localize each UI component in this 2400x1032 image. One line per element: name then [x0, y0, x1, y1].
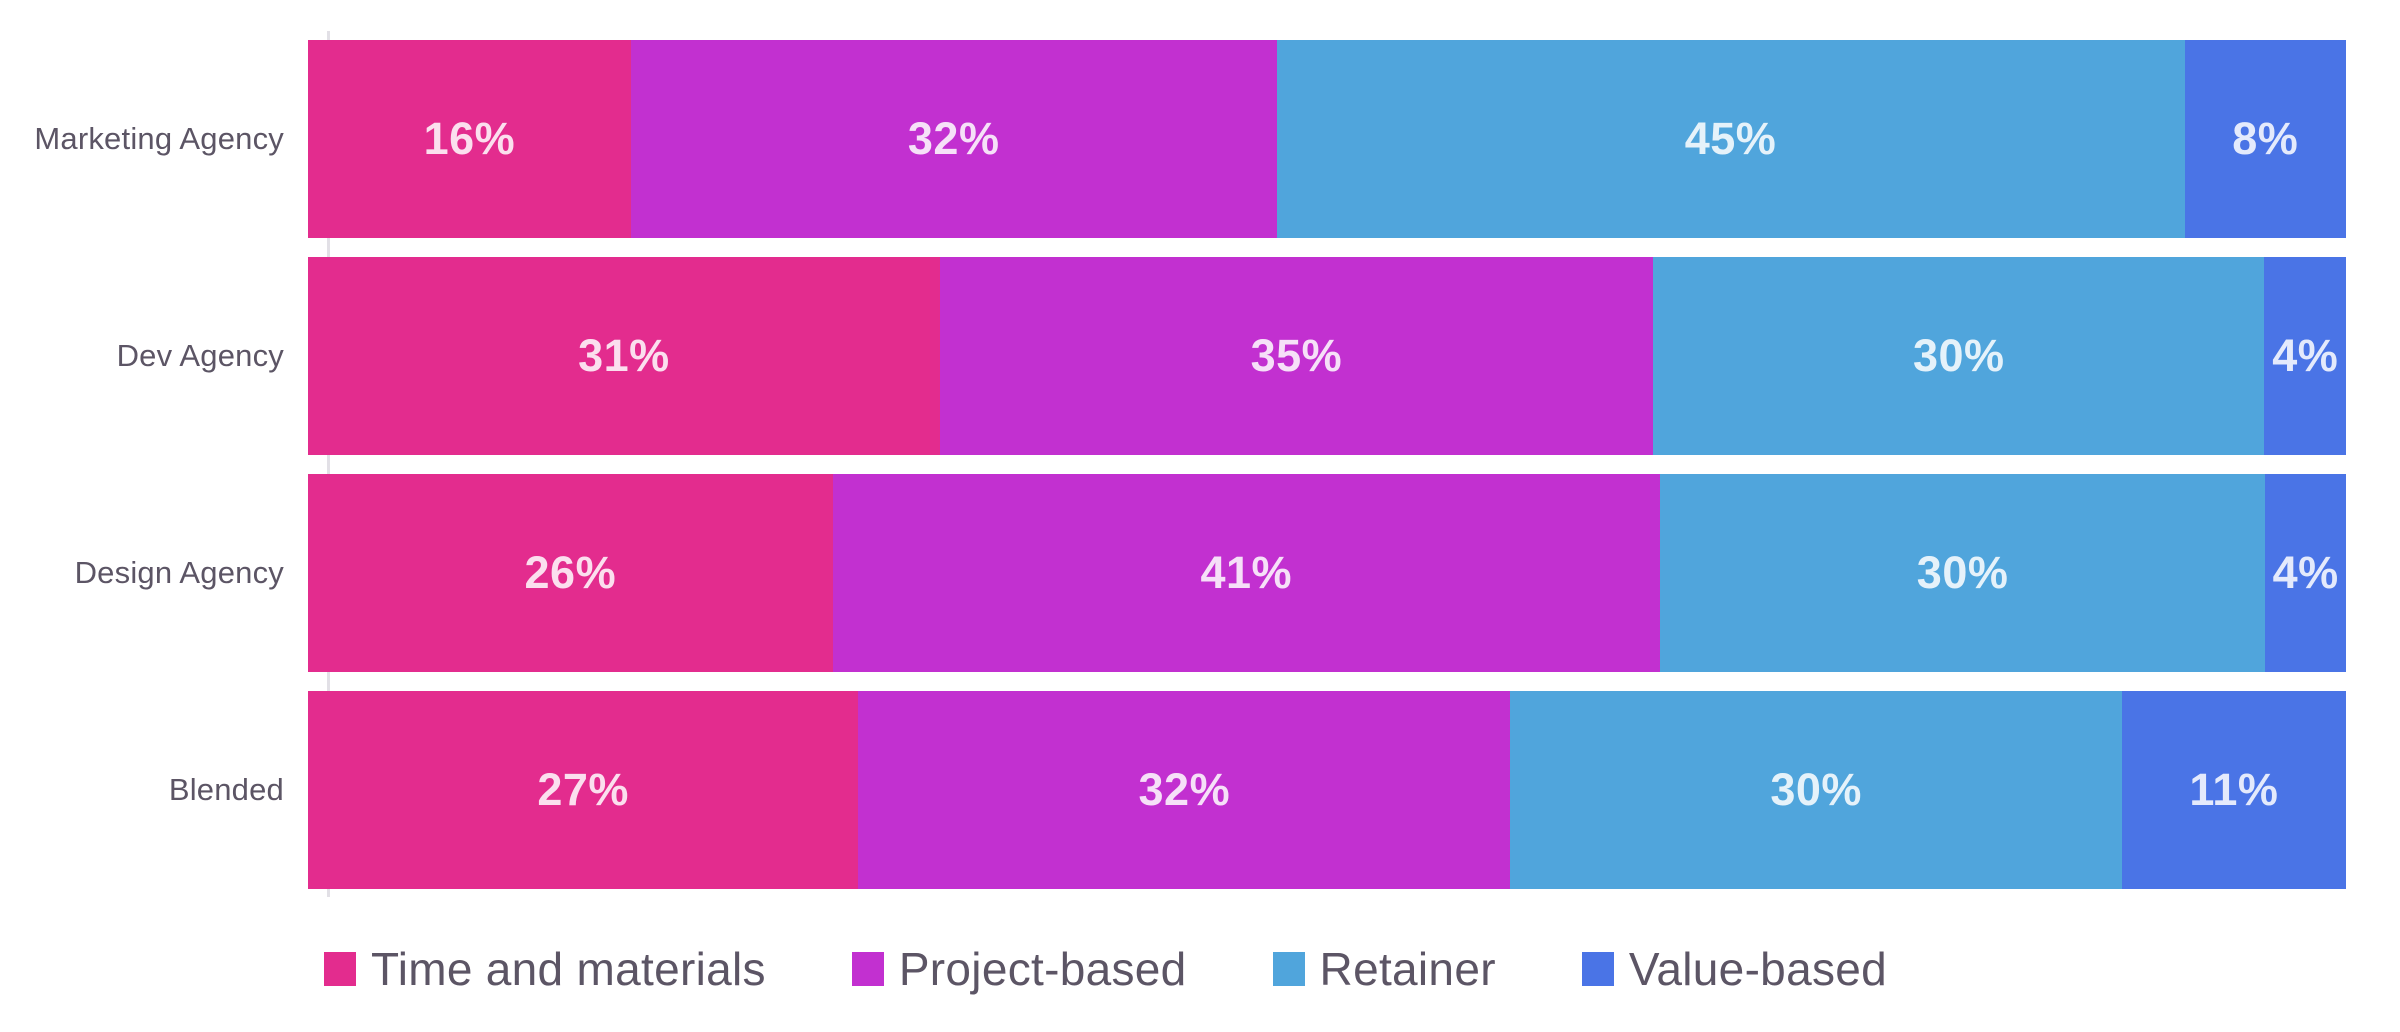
- bar-value-label: 27%: [537, 764, 629, 815]
- bar-segment: 16%: [308, 40, 631, 238]
- legend-item: Retainer: [1272, 942, 1496, 996]
- chart-legend: Time and materials Project-based Retainer V…: [324, 942, 1887, 996]
- legend-label: Value-based: [1628, 943, 1888, 995]
- bar-segment: 4%: [2264, 257, 2346, 455]
- bar-segment: 26%: [308, 474, 833, 672]
- bar-value-label: 30%: [1912, 330, 2005, 381]
- bar-track: 27% 32% 30% 11%: [308, 691, 2346, 889]
- bar-value-label: 30%: [1916, 547, 2009, 598]
- bar-value-label: 35%: [1250, 330, 1343, 381]
- bar-value-label: 16%: [423, 113, 516, 164]
- bar-track: 16% 32% 45% 8%: [308, 40, 2346, 238]
- bar-segment: 35%: [939, 257, 1654, 455]
- bar-segment: 30%: [1653, 257, 2265, 455]
- bar-value-label: 26%: [524, 547, 617, 598]
- bar-segment: 32%: [858, 691, 1511, 889]
- legend-swatch-icon: [324, 952, 356, 986]
- legend-swatch-icon: [851, 952, 884, 986]
- bar-track: 26% 41% 30% 4%: [308, 474, 2346, 672]
- legend-swatch-icon: [1272, 952, 1305, 986]
- bar-value-label: 4%: [2272, 330, 2339, 381]
- bar-segment: 27%: [308, 691, 859, 889]
- bar-value-label: 32%: [1138, 764, 1231, 815]
- bar-segment: 45%: [1276, 40, 2185, 238]
- bar-value-label: 45%: [1684, 113, 1777, 164]
- legend-label: Time and materials: [371, 943, 766, 995]
- chart-plot-area: Marketing Agency 16% 32% 45% 8% Dev Agency 31%…: [0, 40, 2346, 889]
- bar-track: 31% 35% 30% 4%: [308, 257, 2346, 455]
- category-label: Design Agency: [74, 555, 284, 590]
- bar-value-label: 4%: [2272, 547, 2339, 598]
- chart-row: Blended 27% 32% 30% 11%: [0, 691, 2346, 889]
- category-label: Marketing Agency: [34, 121, 284, 156]
- bar-segment: 4%: [2265, 474, 2346, 672]
- bar-segment: 8%: [2184, 40, 2346, 238]
- category-label: Dev Agency: [116, 338, 284, 373]
- legend-swatch-icon: [1581, 952, 1614, 986]
- legend-label: Project-based: [898, 943, 1187, 995]
- chart-row: Dev Agency 31% 35% 30% 4%: [0, 257, 2346, 455]
- legend-item: Project-based: [851, 942, 1187, 996]
- bar-segment: 31%: [308, 257, 940, 455]
- bar-value-label: 32%: [907, 113, 1000, 164]
- bar-value-label: 30%: [1770, 764, 1862, 815]
- legend-item: Value-based: [1581, 942, 1888, 996]
- legend-item: Time and materials: [324, 942, 766, 996]
- legend-label: Retainer: [1319, 943, 1496, 995]
- bar-segment: 11%: [2121, 691, 2346, 889]
- bar-value-label: 31%: [578, 330, 670, 381]
- chart-row: Marketing Agency 16% 32% 45% 8%: [0, 40, 2346, 238]
- bar-segment: 30%: [1510, 691, 2122, 889]
- chart-row: Design Agency 26% 41% 30% 4%: [0, 474, 2346, 672]
- bar-value-label: 8%: [2232, 113, 2299, 164]
- bar-value-label: 11%: [2189, 764, 2279, 815]
- bar-segment: 41%: [832, 474, 1660, 672]
- bar-segment: 32%: [630, 40, 1277, 238]
- bar-value-label: 41%: [1200, 547, 1293, 598]
- bar-segment: 30%: [1659, 474, 2266, 672]
- category-label: Blended: [168, 772, 284, 807]
- y-axis-line: [327, 31, 330, 897]
